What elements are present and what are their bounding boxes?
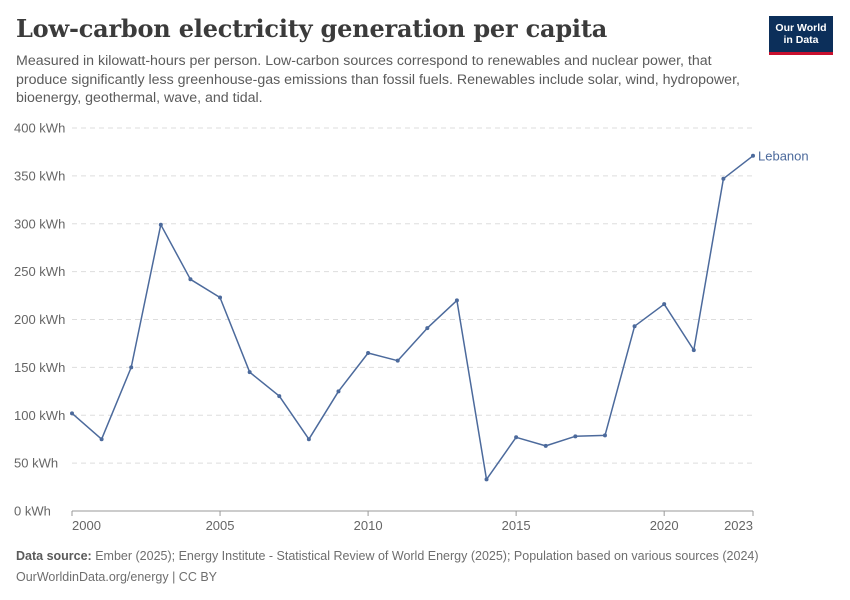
data-point[interactable]: [632, 324, 637, 329]
data-source-label: Data source:: [16, 549, 92, 563]
data-point[interactable]: [306, 437, 311, 442]
owid-logo[interactable]: Our World in Data: [769, 16, 833, 55]
x-tick-label: 2010: [354, 518, 383, 533]
data-source-text: Ember (2025); Energy Institute - Statist…: [95, 549, 759, 563]
source-url[interactable]: OurWorldinData.org/energy | CC BY: [16, 570, 218, 584]
logo-line-2: in Data: [783, 34, 819, 46]
data-point[interactable]: [514, 435, 519, 440]
y-tick-label: 250 kWh: [14, 264, 65, 279]
series-lines[interactable]: [70, 153, 755, 482]
data-point[interactable]: [336, 389, 341, 394]
chart-title: Low-carbon electricity generation per ca…: [16, 14, 608, 43]
y-tick-label: 400 kWh: [14, 121, 65, 136]
x-tick-label: 2023: [724, 518, 753, 533]
data-point[interactable]: [484, 477, 489, 482]
data-point[interactable]: [573, 434, 578, 439]
y-tick-label: 150 kWh: [14, 360, 65, 375]
data-point[interactable]: [691, 348, 696, 353]
data-source-note: Data source: Ember (2025); Energy Instit…: [16, 549, 759, 563]
data-point[interactable]: [721, 176, 726, 181]
y-tick-label: 100 kWh: [14, 408, 65, 423]
x-tick-label: 2020: [650, 518, 679, 533]
data-point[interactable]: [662, 302, 667, 307]
data-point[interactable]: [751, 153, 755, 158]
data-point[interactable]: [158, 222, 163, 227]
y-tick-label: 0 kWh: [14, 504, 51, 519]
series-labels: Lebanon: [758, 148, 809, 163]
data-point[interactable]: [247, 370, 252, 375]
data-point[interactable]: [70, 411, 74, 416]
chart-subtitle: Measured in kilowatt-hours per person. L…: [16, 53, 740, 106]
grid-lines: [72, 127, 753, 464]
y-tick-label: 200 kWh: [14, 312, 65, 327]
data-point[interactable]: [425, 326, 430, 331]
data-point[interactable]: [602, 433, 607, 438]
data-point[interactable]: [218, 295, 223, 300]
x-tick-label: 2000: [72, 518, 101, 533]
data-point[interactable]: [543, 443, 548, 448]
data-point[interactable]: [188, 277, 193, 282]
data-point[interactable]: [99, 437, 104, 442]
logo-line-1: Our World: [775, 22, 827, 34]
x-axis: 2000 2005 2010 2015 2020 2023: [71, 510, 754, 533]
y-tick-label: 350 kWh: [14, 168, 65, 183]
y-axis-tick-labels: 0 kWh 50 kWh 100 kWh 150 kWh 200 kWh 250 kWh 3…: [14, 121, 65, 519]
data-point[interactable]: [366, 351, 371, 356]
x-tick-label: 2015: [502, 518, 531, 533]
series-line[interactable]: [71, 155, 754, 481]
data-point[interactable]: [277, 394, 282, 399]
series-label: Lebanon: [758, 148, 809, 163]
data-point[interactable]: [395, 358, 400, 363]
x-tick-label: 2005: [206, 518, 235, 533]
data-point[interactable]: [454, 298, 459, 303]
data-point[interactable]: [129, 365, 134, 370]
y-tick-label: 300 kWh: [14, 216, 65, 231]
y-tick-label: 50 kWh: [14, 456, 58, 471]
